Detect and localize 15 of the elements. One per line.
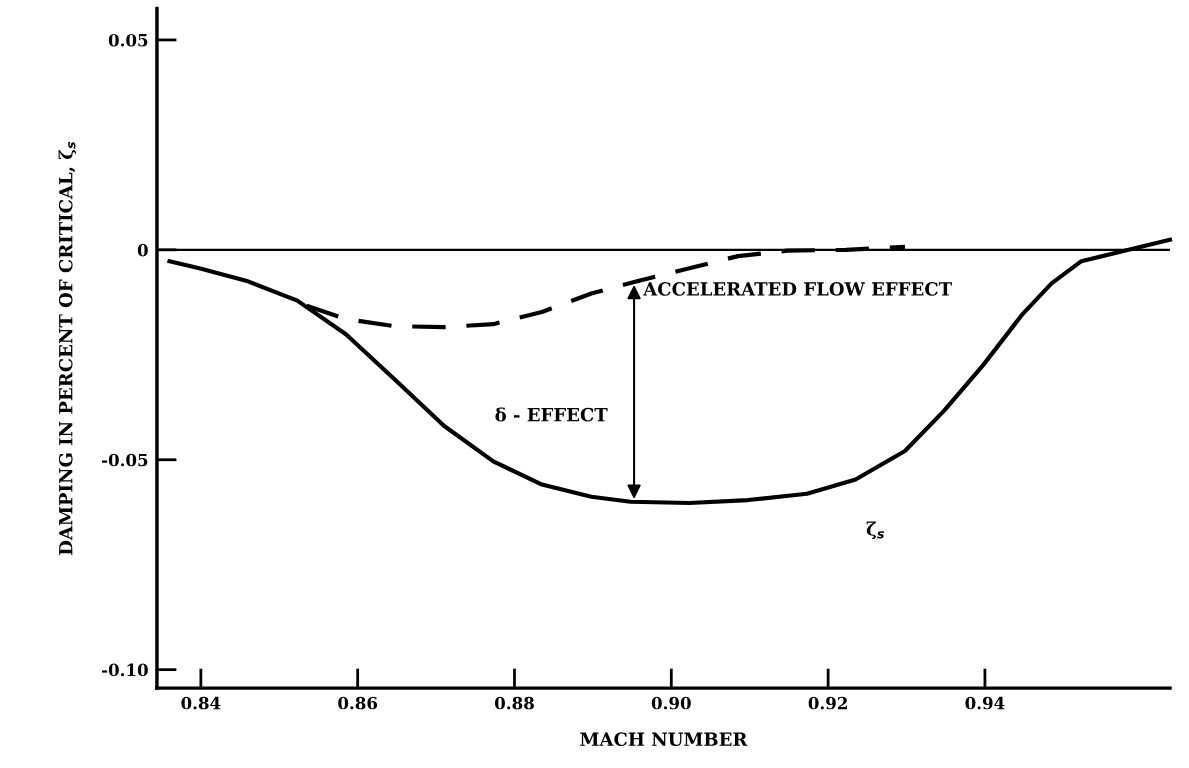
x-tick-label: 0.88 [494,696,534,710]
y-axis-title: DAMPING IN PERCENT OF CRITICAL, ζ$_{s}$ [58,141,77,555]
y-tick-label: 0 [137,243,148,257]
annotation: δ - EFFECT [495,407,608,422]
x-tick-label: 0.94 [965,696,1005,710]
annotation: ACCELERATED FLOW EFFECT [643,282,952,296]
y-tick-label: 0.05 [108,33,148,47]
y-tick-label: -0.05 [102,453,148,467]
x-tick-label: 0.90 [651,696,691,710]
x-tick-label: 0.92 [808,696,847,710]
x-axis-title: MACH NUMBER [580,732,748,747]
x-tick-label: 0.86 [338,696,378,710]
annotation: ζ$_{s}$ [866,521,885,540]
y-tick-label: -0.10 [102,663,148,677]
x-tick-label: 0.84 [181,696,221,710]
